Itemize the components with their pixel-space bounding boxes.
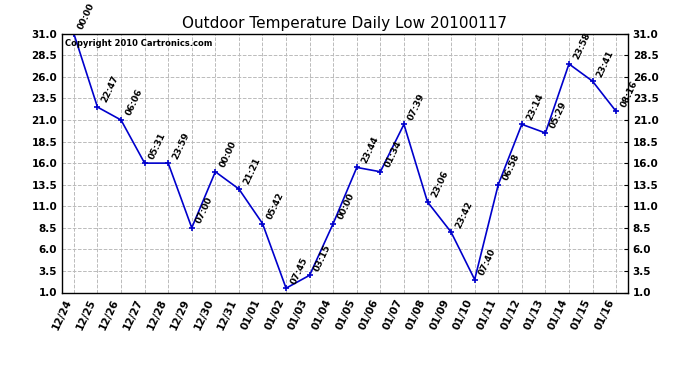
Text: Copyright 2010 Cartronics.com: Copyright 2010 Cartronics.com xyxy=(65,39,213,48)
Text: 21:21: 21:21 xyxy=(241,156,262,186)
Text: 00:00: 00:00 xyxy=(336,191,356,221)
Text: 05:42: 05:42 xyxy=(265,191,286,221)
Text: 03:15: 03:15 xyxy=(313,243,333,273)
Text: 23:06: 23:06 xyxy=(431,170,451,199)
Text: 05:31: 05:31 xyxy=(148,131,168,160)
Text: 23:59: 23:59 xyxy=(171,130,191,160)
Text: 23:58: 23:58 xyxy=(572,32,592,61)
Text: 08:16: 08:16 xyxy=(619,79,639,109)
Text: 00:00: 00:00 xyxy=(218,140,238,169)
Text: 23:41: 23:41 xyxy=(595,48,615,78)
Text: 06:06: 06:06 xyxy=(124,88,144,117)
Text: 22:47: 22:47 xyxy=(100,74,121,104)
Text: 07:40: 07:40 xyxy=(477,247,497,277)
Title: Outdoor Temperature Daily Low 20100117: Outdoor Temperature Daily Low 20100117 xyxy=(182,16,508,31)
Text: 05:29: 05:29 xyxy=(548,100,569,130)
Text: 07:45: 07:45 xyxy=(289,255,309,285)
Text: 23:14: 23:14 xyxy=(524,92,545,122)
Text: 06:58: 06:58 xyxy=(501,152,521,182)
Text: 23:44: 23:44 xyxy=(359,135,380,165)
Text: 00:00: 00:00 xyxy=(77,2,97,31)
Text: 07:39: 07:39 xyxy=(406,92,427,122)
Text: 23:42: 23:42 xyxy=(454,200,474,230)
Text: 07:00: 07:00 xyxy=(195,195,215,225)
Text: 01:34: 01:34 xyxy=(383,139,404,169)
